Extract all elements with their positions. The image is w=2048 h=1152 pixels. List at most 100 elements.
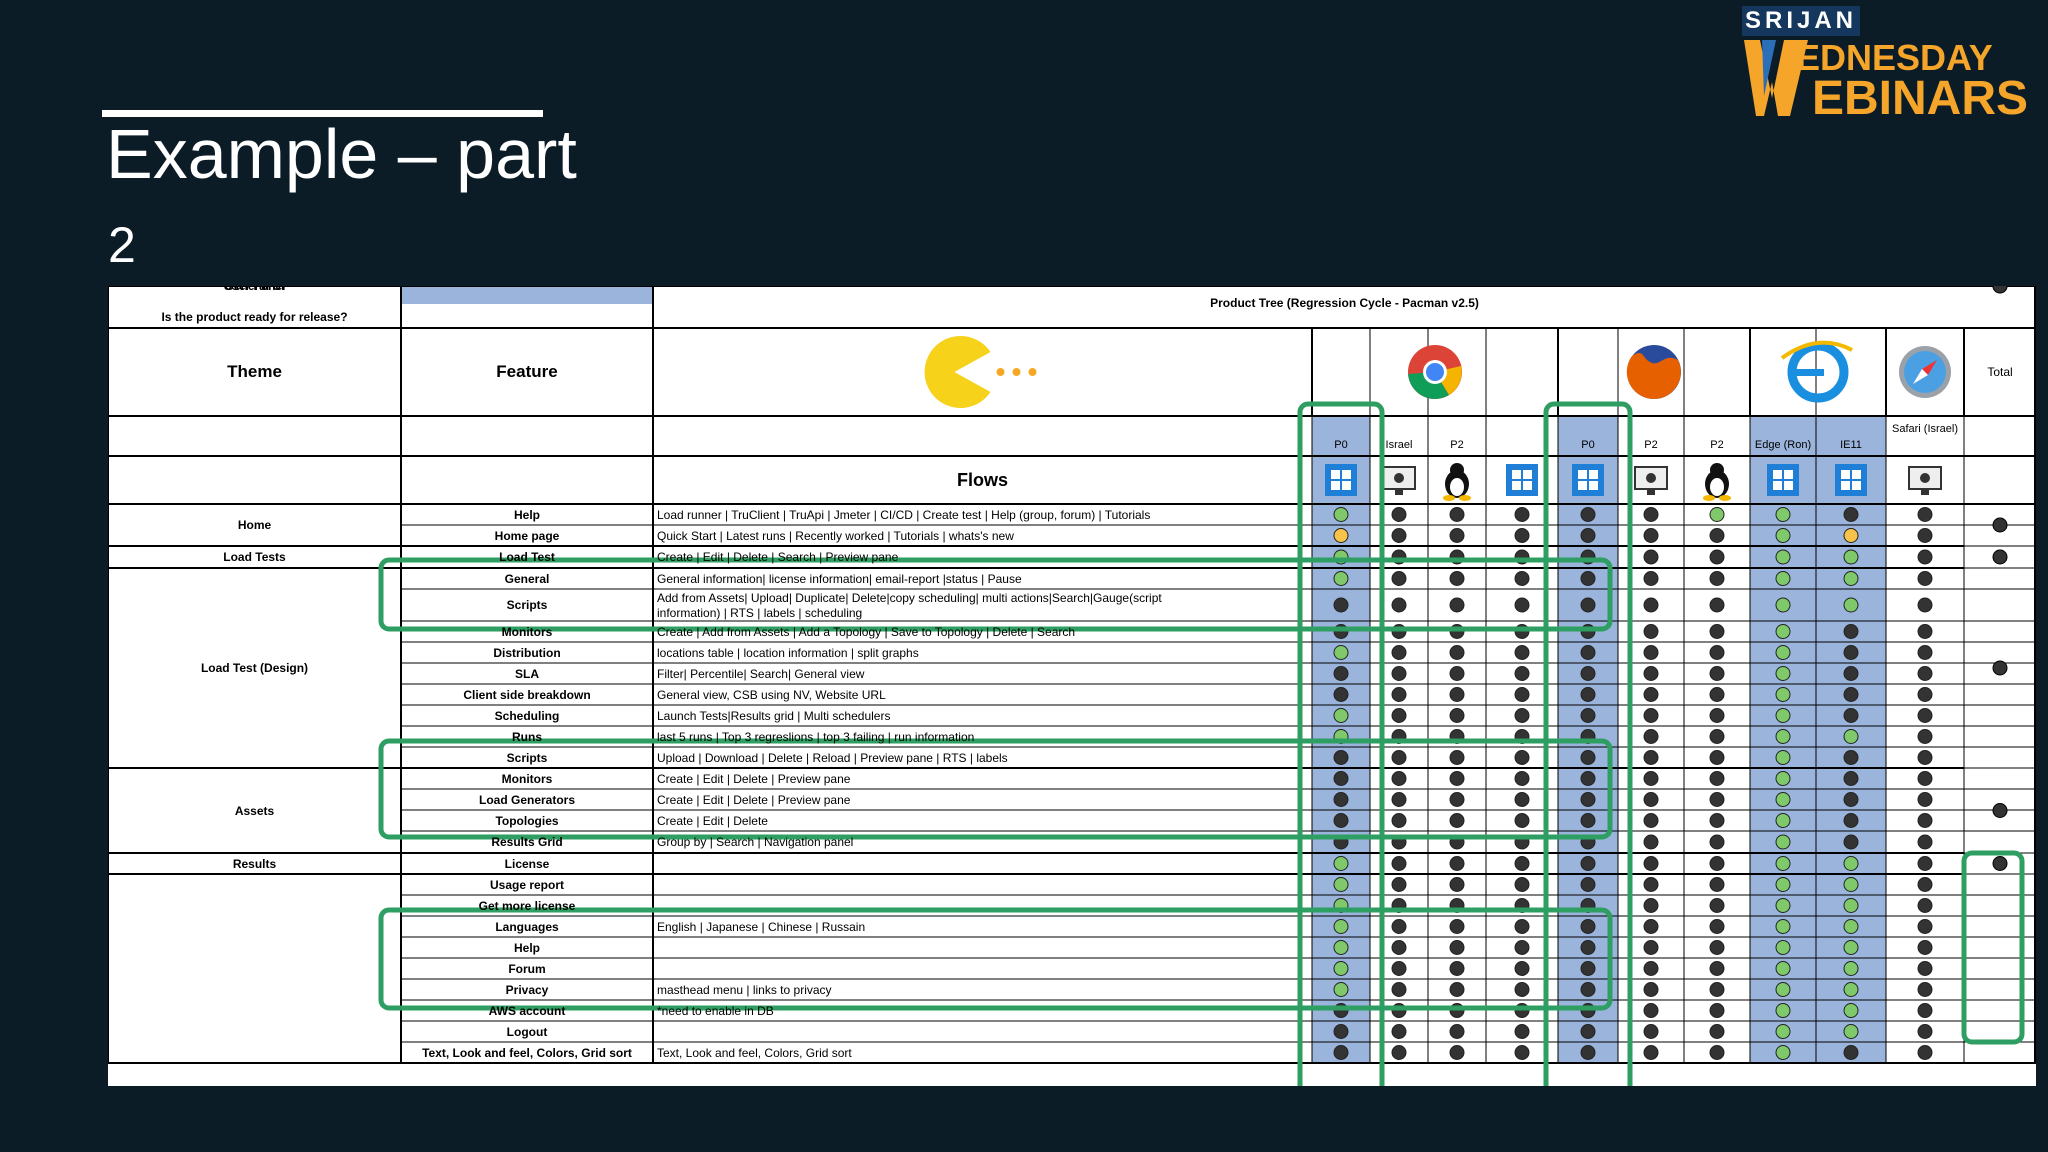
status-dot (1580, 771, 1596, 786)
feature-label: Logout (506, 1024, 548, 1039)
flow-text: locations table | location information |… (657, 645, 919, 660)
status-dot (1709, 1024, 1725, 1039)
flow-text: Create | Edit | Delete (657, 813, 768, 828)
total-status-dot (1992, 549, 2008, 565)
status-dot (1333, 645, 1349, 660)
status-dot (1843, 982, 1859, 997)
feature-label: Load Generators (478, 792, 576, 807)
status-dot (1391, 856, 1407, 871)
status-dot (1333, 982, 1349, 997)
status-dot (1580, 919, 1596, 934)
status-dot (1709, 919, 1725, 934)
status-dot (1449, 877, 1465, 892)
status-dot (1843, 898, 1859, 913)
status-dot (1580, 750, 1596, 765)
windows-icon (1506, 464, 1538, 496)
srijan-webinars-logo: SRIJAN EDNESDAY EBINARS (1742, 4, 2042, 124)
status-dot (1643, 750, 1659, 765)
status-dot (1333, 750, 1349, 765)
status-dot (1449, 597, 1465, 613)
status-dot (1775, 507, 1791, 522)
status-dot (1449, 645, 1465, 660)
status-dot (1775, 729, 1791, 744)
feature-label: Client side breakdown (463, 687, 591, 702)
status-dot (1643, 645, 1659, 660)
status-dot (1391, 877, 1407, 892)
status-dot (1333, 666, 1349, 681)
logo-line-1: EDNESDAY (1796, 37, 1993, 78)
status-dot (1709, 549, 1725, 565)
status-dot (1709, 597, 1725, 613)
status-dot (1391, 982, 1407, 997)
status-dot (1643, 771, 1659, 786)
status-dot (1580, 877, 1596, 892)
status-dot (1391, 597, 1407, 613)
status-dot (1333, 856, 1349, 871)
status-dot (1843, 961, 1859, 976)
status-dot (1514, 856, 1530, 871)
status-dot (1514, 771, 1530, 786)
status-dot (1580, 813, 1596, 828)
theme-label: Home (237, 518, 272, 532)
status-dot (1843, 771, 1859, 786)
status-dot (1709, 571, 1725, 586)
status-dot (1643, 571, 1659, 586)
status-dot (1917, 940, 1933, 955)
status-dot (1449, 940, 1465, 955)
status-dot (1643, 898, 1659, 913)
safari-icon (1899, 346, 1951, 398)
status-dot (1580, 940, 1596, 955)
status-dot (1917, 1003, 1933, 1018)
status-dot (1333, 507, 1349, 522)
status-dot (1643, 549, 1659, 565)
status-dot (1917, 834, 1933, 850)
column-label: IE11 (1840, 439, 1862, 451)
status-dot (1917, 982, 1933, 997)
status-dot (1514, 645, 1530, 660)
status-dot (1775, 856, 1791, 871)
status-dot (1333, 940, 1349, 955)
status-dot (1333, 813, 1349, 828)
status-dot (1843, 507, 1859, 522)
status-dot (1917, 1024, 1933, 1039)
feature-label: Privacy (505, 982, 549, 997)
status-dot (1843, 919, 1859, 934)
status-dot (1643, 813, 1659, 828)
status-dot (1843, 528, 1859, 543)
status-dot (1643, 1024, 1659, 1039)
status-dot (1843, 666, 1859, 681)
status-dot (1917, 666, 1933, 681)
status-dot (1775, 597, 1791, 613)
theme-label: Load Test (Design) (200, 661, 309, 675)
status-dot (1775, 771, 1791, 786)
status-dot (1580, 528, 1596, 543)
column-label: Israel (1385, 439, 1413, 451)
status-dot (1843, 729, 1859, 744)
status-dot (1843, 1045, 1859, 1060)
highlight-frame (1543, 401, 1633, 1086)
status-dot (1643, 1003, 1659, 1018)
status-dot (1643, 624, 1659, 639)
status-dot (1514, 940, 1530, 955)
status-dot (1917, 708, 1933, 723)
feature-label: Usage report (489, 877, 565, 892)
feature-label: Results Grid (491, 835, 563, 849)
status-dot (1449, 708, 1465, 723)
logo-w-mark (1744, 40, 1808, 116)
table-caption: Product Tree (Regression Cycle - Pacman … (1210, 296, 1479, 310)
status-dot (1580, 687, 1596, 702)
theme-label: Results (232, 856, 277, 871)
windows-icon (1572, 464, 1604, 496)
flow-text: Upload | Download | Delete | Reload | Pr… (657, 750, 1008, 765)
status-dot (1514, 919, 1530, 934)
status-dot (1775, 750, 1791, 765)
status-dot (1514, 571, 1530, 586)
highlight-frame (378, 557, 1613, 632)
status-dot (1775, 1024, 1791, 1039)
status-dot (1709, 687, 1725, 702)
status-dot (1917, 856, 1933, 871)
status-dot (1917, 961, 1933, 976)
status-dot (1333, 792, 1349, 807)
status-dot (1391, 961, 1407, 976)
status-dot (1843, 597, 1859, 613)
